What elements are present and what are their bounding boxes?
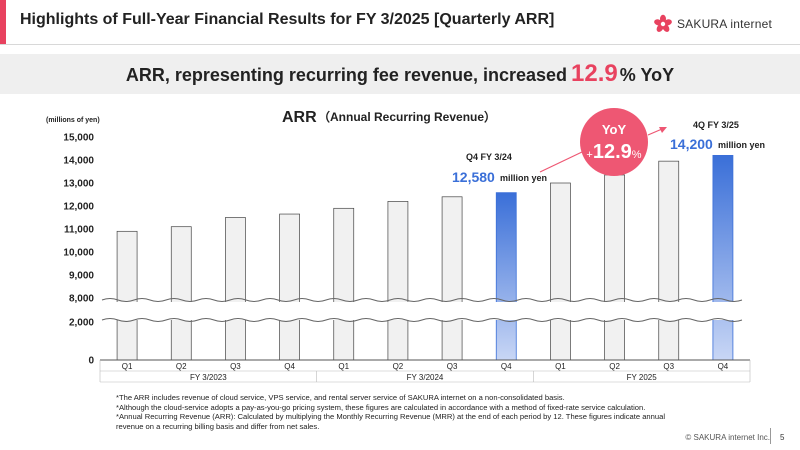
x-group-label: FY 3/2024 xyxy=(407,373,444,382)
footnote-2: *Although the cloud-service adopts a pay… xyxy=(116,402,646,412)
x-tick-label: Q2 xyxy=(609,362,620,371)
bar xyxy=(116,230,138,361)
x-tick-label: Q3 xyxy=(447,362,458,371)
yoy-arrow-left xyxy=(539,151,583,173)
bar xyxy=(333,207,355,361)
y-tick-label: 0 xyxy=(88,356,94,367)
footnote-3: *Annual Recurring Revenue (ARR): Calcula… xyxy=(116,412,666,431)
y-tick-label: 10,000 xyxy=(63,248,94,259)
y-tick-label: 9,000 xyxy=(69,271,94,282)
axis-break-band xyxy=(101,298,748,322)
sakura-flower-icon xyxy=(654,14,672,32)
bar xyxy=(712,154,734,361)
x-tick-label: Q4 xyxy=(501,362,512,371)
x-group-label: FY 3/2023 xyxy=(190,373,227,382)
x-tick-label: Q1 xyxy=(122,362,133,371)
q4-fy25-unit: million yen xyxy=(718,140,765,150)
headline-suffix: % YoY xyxy=(619,65,675,85)
x-tick-label: Q1 xyxy=(555,362,566,371)
x-axis-labels: Q1 Q2 Q3 Q4 Q1 Q2 Q3 Q4 Q1 Q2 Q3 Q4 FY 3/2023 FY 3/20… xyxy=(122,362,729,382)
company-logo: SAKURA internet xyxy=(653,14,772,34)
x-tick-label: Q3 xyxy=(230,362,241,371)
yoy-number: 12.9 xyxy=(593,141,632,163)
annotation-q4-fy24: Q4 FY 3/24 12,580 million yen xyxy=(452,152,547,185)
bar xyxy=(550,182,571,361)
y-tick-label: 14,000 xyxy=(63,156,94,167)
headline-banner: ARR, representing recurring fee revenue,… xyxy=(0,54,800,94)
yoy-badge-value: +12.9% xyxy=(586,141,641,163)
q4-fy24-value: 12,580 xyxy=(452,169,495,185)
q4-fy25-value: 14,200 xyxy=(670,136,713,152)
yoy-arrow-head xyxy=(659,127,667,133)
x-axis xyxy=(99,359,751,383)
yoy-badge-label: YoY xyxy=(602,122,627,137)
y-tick-label: 12,000 xyxy=(63,202,94,213)
yoy-sign: + xyxy=(586,149,592,161)
chart-subtitle: （Annual Recurring Revenue） xyxy=(318,109,496,124)
logo-text: SAKURA internet xyxy=(676,17,772,31)
q4-fy24-label: Q4 FY 3/24 xyxy=(466,152,512,162)
yoy-arrow-right xyxy=(647,128,663,136)
yoy-percent: % xyxy=(632,149,642,161)
q4-fy24-unit: million yen xyxy=(500,173,547,183)
headline: ARR, representing recurring fee revenue,… xyxy=(126,60,674,88)
bar xyxy=(604,174,625,361)
yoy-badge: YoY +12.9% xyxy=(539,108,667,176)
bar xyxy=(279,213,300,361)
header-accent-bar xyxy=(0,0,6,44)
y-axis-label: (millions of yen) xyxy=(46,117,100,124)
bar xyxy=(387,201,409,361)
chart-title: ARR xyxy=(282,109,317,126)
x-tick-label: Q2 xyxy=(393,362,404,371)
bar-series xyxy=(116,154,734,361)
y-tick-label: 2,000 xyxy=(69,318,94,329)
y-tick-label: 15,000 xyxy=(63,133,94,144)
footer-divider xyxy=(770,428,771,444)
footnote-1: *The ARR includes revenue of cloud servi… xyxy=(116,393,565,402)
q4-fy25-label: 4Q FY 3/25 xyxy=(693,120,739,130)
copyright: © SAKURA internet Inc. xyxy=(685,433,770,442)
y-tick-label: 13,000 xyxy=(63,179,94,190)
y-axis-ticks: 15,000 14,000 13,000 12,000 11,000 10,000 9,00… xyxy=(63,133,94,367)
arr-bar-chart: ARR （Annual Recurring Revenue） (millions… xyxy=(46,108,765,383)
page-title: Highlights of Full-Year Financial Result… xyxy=(20,11,555,28)
yoy-badge-circle xyxy=(580,108,648,176)
x-tick-label: Q2 xyxy=(176,362,187,371)
annotation-q4-fy25: 4Q FY 3/25 14,200 million yen xyxy=(670,120,765,152)
x-tick-label: Q1 xyxy=(338,362,349,371)
bar xyxy=(170,226,192,361)
footnotes: *The ARR includes revenue of cloud servi… xyxy=(116,393,676,431)
x-group-label: FY 2025 xyxy=(627,373,658,382)
page-number: 5 xyxy=(780,433,785,442)
x-tick-label: Q4 xyxy=(718,362,729,371)
headline-value: 12.9 xyxy=(571,60,618,87)
x-tick-label: Q4 xyxy=(284,362,295,371)
bar xyxy=(225,217,246,361)
header-bar: Highlights of Full-Year Financial Result… xyxy=(0,0,800,45)
y-tick-label: 11,000 xyxy=(64,225,94,236)
bar xyxy=(658,160,680,361)
bar xyxy=(495,192,517,361)
y-tick-label: 8,000 xyxy=(69,294,94,305)
bar xyxy=(441,196,463,361)
headline-prefix: ARR, representing recurring fee revenue,… xyxy=(125,65,568,85)
x-tick-label: Q3 xyxy=(663,362,674,371)
